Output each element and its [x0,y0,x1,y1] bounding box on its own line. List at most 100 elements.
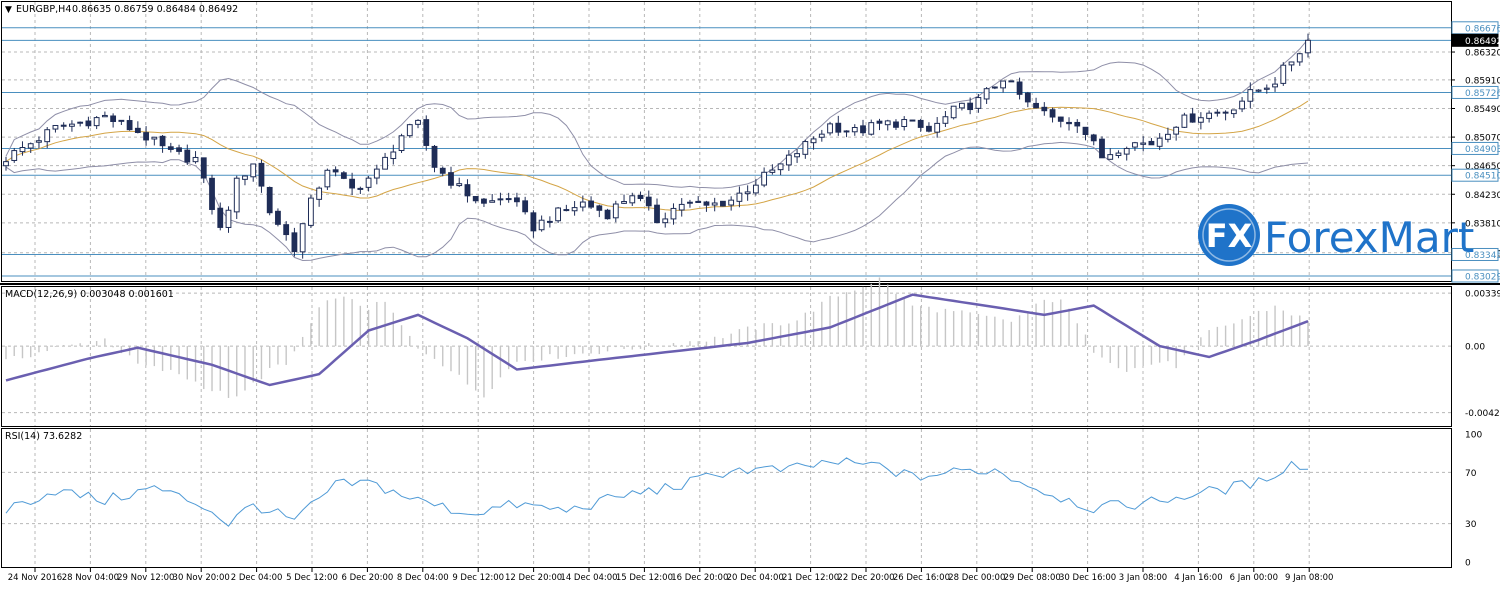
candle-body[interactable] [431,145,438,168]
candle-body[interactable] [233,177,240,213]
candle-body[interactable] [1255,89,1262,92]
candle-body[interactable] [225,209,232,228]
candle-body[interactable] [1049,109,1056,118]
candle-body[interactable] [456,183,463,187]
candle-body[interactable] [1041,106,1048,112]
candle-body[interactable] [752,184,759,194]
candle-body[interactable] [1148,140,1155,146]
candle-body[interactable] [85,120,92,127]
candle-body[interactable] [489,200,496,203]
candle-body[interactable] [851,126,858,133]
candle-body[interactable] [357,187,364,190]
candle-body[interactable] [1033,102,1039,109]
candle-body[interactable] [1165,133,1171,140]
candle-body[interactable] [1206,112,1213,119]
candle-body[interactable] [802,141,809,155]
candle-body[interactable] [324,169,331,188]
candle-body[interactable] [917,119,924,128]
candle-body[interactable] [893,121,899,128]
candle-body[interactable] [448,172,454,186]
candle-body[interactable] [1090,134,1097,142]
candle-body[interactable] [209,177,215,210]
candle-body[interactable] [60,124,67,127]
candlesticks[interactable] [3,33,1311,259]
candle-body[interactable] [720,200,726,207]
candle-body[interactable] [588,200,594,208]
candle-body[interactable] [1000,80,1007,89]
candle-body[interactable] [19,147,26,153]
candle-body[interactable] [860,125,866,134]
candle-body[interactable] [596,205,603,211]
candle-body[interactable] [1066,121,1072,125]
candle-body[interactable] [522,200,529,213]
price-pane[interactable] [1,1,1452,282]
candle-body[interactable] [983,88,990,100]
candle-body[interactable] [1197,117,1204,123]
candle-body[interactable] [950,105,957,119]
candle-body[interactable] [1239,100,1245,110]
candle-body[interactable] [1305,39,1311,54]
candle-body[interactable] [761,171,768,186]
candle-body[interactable] [1099,138,1105,159]
candle-body[interactable] [349,178,356,189]
candle-body[interactable] [538,219,545,231]
candle-body[interactable] [1280,64,1287,84]
candle-body[interactable] [769,169,776,173]
candle-body[interactable] [934,122,941,133]
symbol-dropdown-icon[interactable]: ▼ [5,5,12,15]
candle-body[interactable] [3,161,9,167]
candle-body[interactable] [926,125,932,132]
candle-body[interactable] [505,198,512,201]
candle-body[interactable] [1173,126,1180,135]
candle-body[interactable] [711,202,718,206]
candle-body[interactable] [621,201,627,204]
candle-body[interactable] [316,187,323,200]
candle-body[interactable] [1140,142,1147,145]
candle-body[interactable] [1214,111,1221,114]
candle-body[interactable] [151,136,158,140]
candle-body[interactable] [382,156,388,170]
candle-body[interactable] [876,120,883,124]
horizontal-levels[interactable] [2,27,1451,277]
candle-body[interactable] [695,200,702,203]
candle-body[interactable] [629,195,636,204]
candle-body[interactable] [1115,152,1122,156]
candle-body[interactable] [110,115,117,122]
candle-body[interactable] [1082,126,1089,135]
candle-body[interactable] [184,149,191,163]
candle-body[interactable] [1016,81,1023,95]
candle-body[interactable] [810,138,817,144]
candle-body[interactable] [497,198,504,201]
candle-body[interactable] [975,97,982,109]
candle-body[interactable] [1263,87,1270,90]
candle-body[interactable] [835,122,842,133]
candle-body[interactable] [134,127,141,133]
candle-body[interactable] [654,204,660,224]
candle-body[interactable] [143,132,149,141]
candle-body[interactable] [373,168,380,179]
candle-body[interactable] [1156,137,1163,147]
candle-body[interactable] [1247,89,1254,102]
candle-body[interactable] [1222,111,1229,114]
candle-body[interactable] [1107,154,1114,160]
candle-body[interactable] [736,192,743,202]
candle-body[interactable] [481,198,487,204]
candle-body[interactable] [703,201,710,206]
candle-body[interactable] [728,199,735,206]
candle-body[interactable] [637,194,644,199]
candle-body[interactable] [44,129,51,143]
candle-body[interactable] [52,124,59,130]
candle-body[interactable] [192,156,199,163]
candle-body[interactable] [794,153,800,158]
candle-body[interactable] [159,135,166,147]
candle-body[interactable] [777,163,784,171]
candle-body[interactable] [1296,53,1303,63]
candle-body[interactable] [555,207,562,222]
candle-body[interactable] [167,146,174,150]
candle-body[interactable] [299,223,306,253]
candle-body[interactable] [1024,92,1031,103]
candle-body[interactable] [258,162,265,187]
candle-body[interactable] [69,123,75,127]
candle-body[interactable] [530,212,537,232]
